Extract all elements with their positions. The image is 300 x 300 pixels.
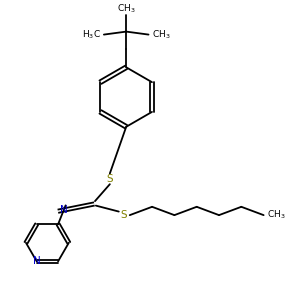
Text: S: S [120, 209, 127, 220]
Text: CH$_3$: CH$_3$ [152, 28, 171, 41]
Text: S: S [106, 174, 113, 184]
Text: N: N [60, 205, 68, 215]
Text: N: N [33, 256, 41, 266]
Text: CH$_3$: CH$_3$ [117, 2, 136, 15]
Text: CH$_3$: CH$_3$ [267, 209, 285, 221]
Text: H$_3$C: H$_3$C [82, 28, 100, 41]
